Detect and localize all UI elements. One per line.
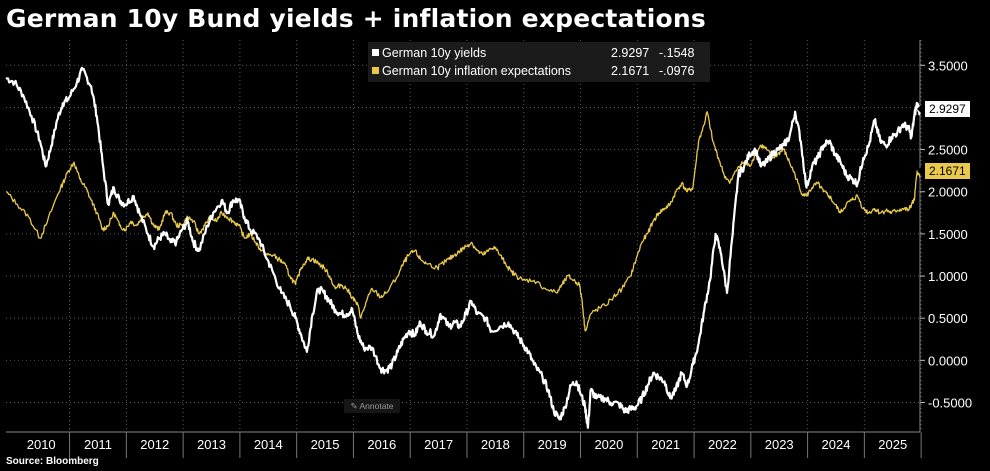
legend-change: -.0976 <box>659 64 695 78</box>
x-tick-label: 2019 <box>538 437 567 452</box>
legend-item-inflation[interactable]: German 10y inflation expectations <box>372 64 571 78</box>
legend-value: 2.1671 <box>611 64 650 78</box>
y-tick-label: -0.5000 <box>928 395 972 410</box>
chart-title: German 10y Bund yields + inflation expec… <box>6 4 707 33</box>
x-tick-label: 2013 <box>197 437 226 452</box>
x-tick-label: 2021 <box>651 437 680 452</box>
x-tick-label: 2018 <box>481 437 510 452</box>
series-line-yields[interactable] <box>5 66 922 429</box>
x-tick-label: 2024 <box>822 437 851 452</box>
x-tick-label: 2011 <box>84 437 112 452</box>
series-lines <box>5 66 922 429</box>
x-tick-label: 2025 <box>878 437 907 452</box>
y-axis: 3.50003.00002.50002.00001.50001.00000.50… <box>919 40 972 432</box>
x-tick-label: 2014 <box>254 437 283 452</box>
x-tick-label: 2010 <box>27 437 56 452</box>
last-value-tag-yields: 2.9297 <box>917 101 970 117</box>
legend-label: German 10y inflation expectations <box>382 64 571 78</box>
grid-lines <box>6 40 922 432</box>
legend: German 10y yields 2.9297 -.1548 German 1… <box>368 42 710 82</box>
y-tick-label: 1.0000 <box>928 269 968 284</box>
annotate-button[interactable]: ✎ Annotate <box>344 399 400 413</box>
series-line-inflation[interactable] <box>5 111 921 332</box>
y-tick-label: 2.0000 <box>928 185 968 200</box>
legend-value: 2.9297 <box>611 46 650 60</box>
y-tick-label: 3.5000 <box>928 58 968 73</box>
x-tick-label: 2022 <box>708 437 737 452</box>
y-tick-label: 0.0000 <box>928 353 968 368</box>
x-axis: 2010 2011 2012 2013 2014 2015 2016 2017 2018 2019… <box>6 431 922 458</box>
legend-swatch-inflation <box>372 67 379 74</box>
legend-change: -.1548 <box>659 46 695 60</box>
legend-item-yields[interactable]: German 10y yields <box>372 46 486 60</box>
x-tick-label: 2023 <box>765 437 794 452</box>
x-tick-label: 2016 <box>367 437 396 452</box>
x-tick-label: 2020 <box>594 437 623 452</box>
legend-label: German 10y yields <box>382 46 487 60</box>
x-tick-label: 2017 <box>424 437 453 452</box>
y-tick-label: 0.5000 <box>928 311 968 326</box>
annotate-label: Annotate <box>359 401 394 411</box>
y-tick-label: 2.5000 <box>928 143 968 158</box>
legend-swatch-yields <box>372 49 379 56</box>
x-tick-label: 2012 <box>140 437 169 452</box>
x-tick-label: 2015 <box>311 437 340 452</box>
source-note: Source: Bloomberg <box>6 456 99 467</box>
y-tick-label: 1.5000 <box>928 227 968 242</box>
last-value-tag-inflation: 2.1671 <box>917 163 970 179</box>
